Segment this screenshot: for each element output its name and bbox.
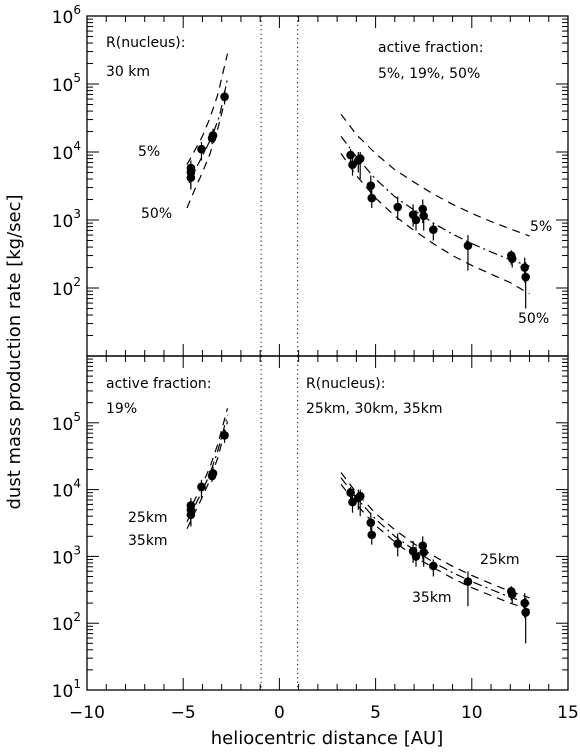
data-point [355, 154, 365, 163]
data-point [419, 548, 429, 557]
data-point [197, 482, 206, 492]
data-point [366, 181, 376, 190]
nucleus-label: R(nucleus): [106, 35, 185, 51]
y-tick-label: 101 [52, 677, 81, 702]
panel-frame [86, 15, 569, 357]
nucleus-values: 25km, 30km, 35km [306, 401, 442, 417]
data-point [411, 215, 421, 225]
model-curve-50pct-outbound [340, 153, 530, 295]
data-point [411, 552, 421, 561]
curve-label-50-inbound: 50% [141, 206, 172, 222]
data-point [418, 204, 428, 214]
data-point [208, 469, 218, 478]
x-tick-label: 10 [461, 703, 483, 723]
fraction-label: active fraction: [106, 376, 212, 392]
nucleus-label: R(nucleus): [306, 376, 385, 392]
data-point [346, 150, 355, 160]
x-axis-label: heliocentric distance [AU] [211, 728, 443, 749]
model-curve-25km-outbound [340, 483, 530, 611]
fraction-label: active fraction: [378, 40, 484, 56]
model-curve-5pct-inbound [186, 53, 229, 165]
data-point [355, 491, 365, 501]
curve-label-35-inbound: 35km [128, 533, 168, 549]
y-axis-label: dust mass production rate [kg/sec] [4, 195, 25, 510]
curve-label-5-inbound: 5% [138, 144, 160, 160]
model-curve-35km-inbound [186, 408, 229, 517]
data-point [520, 598, 530, 608]
nucleus-value: 30 km [106, 64, 150, 80]
y-tick-label: 105 [52, 71, 81, 96]
data-point [429, 225, 438, 235]
data-point [463, 241, 473, 250]
data-point [507, 254, 517, 263]
y-tick-label: 103 [52, 543, 81, 568]
x-tick-label: 15 [557, 703, 579, 723]
fraction-value: 19% [106, 401, 137, 417]
y-tick-label: 104 [52, 477, 81, 502]
model-curve-30km-outbound [340, 477, 530, 605]
data-point [186, 505, 196, 515]
panel-frame [86, 355, 569, 691]
y-tick-label: 103 [52, 207, 81, 232]
data-point [208, 131, 218, 140]
data-point [367, 530, 377, 540]
data-point [521, 272, 530, 282]
model-curve-19pct-outbound [340, 135, 530, 267]
fraction-values: 5%, 19%, 50% [378, 66, 480, 82]
panel-2: 101 102 103 104 105 active fraction: 19% R(nucl… [52, 355, 569, 702]
x-tick-label: −5 [171, 703, 196, 723]
curve-label-5-outbound: 5% [530, 219, 552, 235]
x-tick-label: 5 [370, 703, 381, 723]
data-point [429, 561, 438, 571]
y-tick-label: 105 [52, 410, 81, 435]
model-curve-50pct-inbound [186, 90, 229, 209]
data-point [520, 263, 530, 272]
y-tick-label: 104 [52, 139, 81, 164]
data-point [367, 193, 377, 203]
data-point [521, 608, 530, 617]
data-point [418, 541, 428, 550]
data-point [220, 92, 229, 102]
data-point [220, 430, 229, 440]
curve-label-25-outbound: 25km [480, 552, 520, 568]
data-point [186, 168, 196, 177]
x-tick-label: −10 [69, 703, 105, 723]
model-curve-19pct-inbound [188, 78, 229, 184]
model-curve-35km-outbound [340, 472, 530, 599]
data-point [366, 518, 376, 527]
data-point [197, 144, 206, 154]
data-point [346, 488, 355, 497]
y-tick-label: 106 [52, 3, 81, 28]
panel-1: 102 103 104 105 106 R(nucleus): 30 km active fr… [52, 3, 569, 357]
y-tick-label: 102 [52, 275, 81, 300]
curve-label-50-outbound: 50% [518, 311, 549, 327]
x-tick-label: 0 [274, 703, 285, 723]
y-tick-label: 102 [52, 610, 81, 635]
curve-label-25-inbound: 25km [128, 510, 168, 526]
data-point [393, 202, 403, 212]
data-point [393, 539, 403, 548]
data-point [507, 590, 517, 599]
curve-label-35-outbound: 35km [412, 590, 452, 606]
data-point [463, 577, 473, 586]
model-curve-5pct-outbound [340, 113, 530, 237]
data-point [419, 211, 429, 221]
